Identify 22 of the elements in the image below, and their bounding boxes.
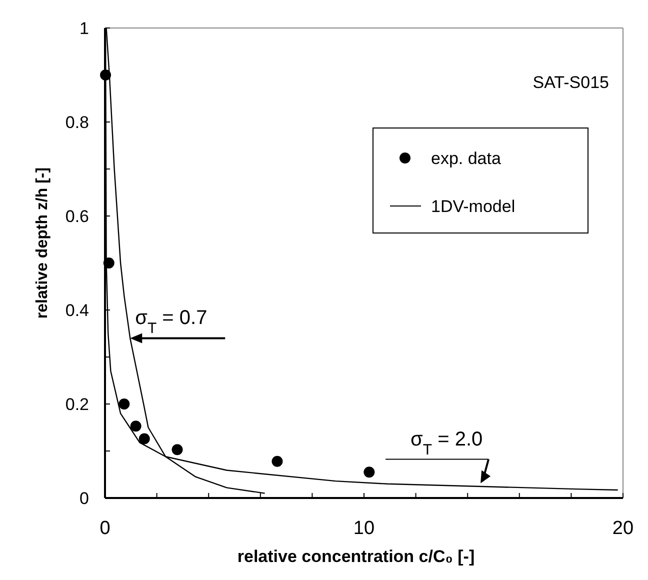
point bbox=[138, 433, 150, 444]
point bbox=[364, 466, 375, 478]
annotation: σ$_{T}$ = 0.7 bbox=[135, 307, 208, 337]
point bbox=[130, 420, 142, 432]
point bbox=[172, 444, 183, 456]
point bbox=[118, 398, 130, 410]
y-axis-title: relative depth z/h [-] bbox=[34, 167, 51, 319]
y-tick-label: 0.2 bbox=[65, 395, 89, 414]
x-tick-label: 20 bbox=[612, 518, 634, 539]
annotation: σ$_{T}$ = 2.0 bbox=[410, 428, 483, 458]
annotation: SAT-S015 bbox=[532, 73, 609, 92]
y-tick-label: 0.4 bbox=[65, 301, 89, 320]
legend-label: exp. data bbox=[431, 149, 502, 168]
x-tick-label: 0 bbox=[100, 518, 110, 539]
y-tick-label: 0 bbox=[80, 489, 89, 508]
x-tick-label: 10 bbox=[353, 518, 375, 539]
y-tick-label: 1 bbox=[80, 19, 89, 38]
y-tick-label: 0.8 bbox=[65, 113, 89, 132]
point bbox=[272, 456, 283, 467]
x-axis-title: relative concentration c/C₀ [-] bbox=[237, 547, 475, 566]
legend-label: 1DV-model bbox=[431, 197, 516, 216]
y-tick-label: 0.6 bbox=[65, 207, 89, 226]
